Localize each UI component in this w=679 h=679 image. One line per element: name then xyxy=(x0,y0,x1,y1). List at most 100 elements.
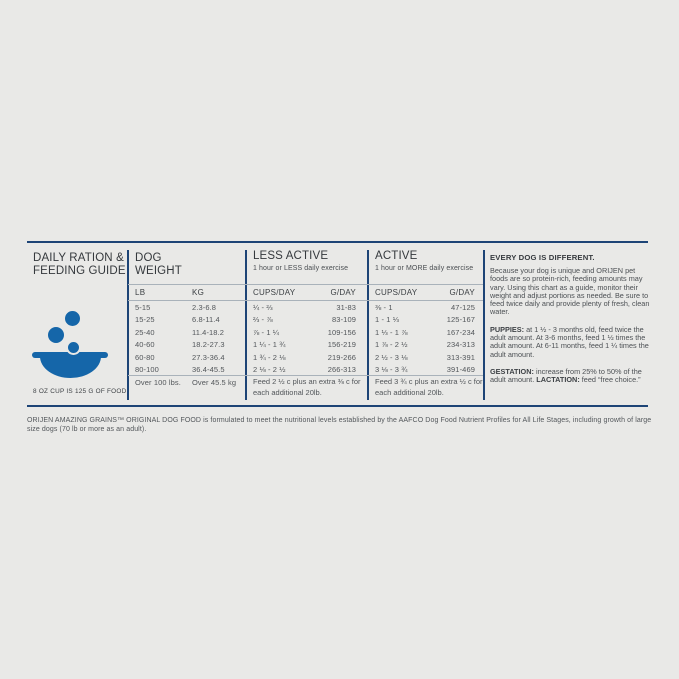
grams-value: 313-391 xyxy=(446,352,475,362)
less-active-header: LESS ACTIVE 1 hour or LESS daily exercis… xyxy=(253,250,348,272)
lb-value: 80-100 xyxy=(135,365,159,375)
bowl-rim xyxy=(32,352,108,358)
dog-weight-header-line2: WEIGHT xyxy=(135,265,182,277)
grams-value: 391-469 xyxy=(446,365,475,375)
table-rule-footer xyxy=(128,374,483,376)
puppies-paragraph: PUPPIES: at 1 ½ - 3 months old, feed twi… xyxy=(490,324,654,359)
less-active-column: LESS ACTIVE 1 hour or LESS daily exercis… xyxy=(245,0,367,679)
bottom-rule xyxy=(27,405,648,407)
grams-value: 109-156 xyxy=(327,327,356,337)
gestation-text: increase from 25% to 50% of the adult am… xyxy=(490,366,642,385)
cups-value: ⅔ - ⅞ xyxy=(253,315,273,325)
table-row: 1 - 1 ⅓ 125-167 xyxy=(367,314,483,326)
table-rule-subheaders xyxy=(128,299,483,301)
table-row: 80-100 36.4-45.5 xyxy=(127,364,245,376)
col-header-cups: CUPS/DAY xyxy=(253,288,296,297)
grams-value: 266-313 xyxy=(327,365,356,375)
guide-title-line2: FEEDING GUIDE xyxy=(33,265,126,277)
grams-value: 125-167 xyxy=(446,315,475,325)
lb-value: 60-80 xyxy=(135,352,155,362)
active-footer-note: Feed 3 ¾ c plus an extra ½ c for each ad… xyxy=(375,377,483,397)
dog-weight-rows: 5-15 2.3-6.8 15-25 6.8-11.4 25-40 11.4-18.2… xyxy=(127,302,245,376)
info-paragraph: Because your dog is unique and ORIJEN pe… xyxy=(490,266,650,317)
table-row: 25-40 11.4-18.2 xyxy=(127,327,245,339)
cups-value: ¼ - ⅔ xyxy=(253,303,273,312)
table-row: 1 ¼ - 1 ¾ 156-219 xyxy=(245,339,367,351)
active-column: ACTIVE 1 hour or MORE daily exercise CUP… xyxy=(367,0,483,679)
active-subtitle: 1 hour or MORE daily exercise xyxy=(375,264,474,272)
cups-value: 2 ½ - 3 ⅛ xyxy=(375,352,408,362)
lactation-label: LACTATION: xyxy=(536,375,580,385)
col-header-gday: G/DAY xyxy=(449,288,475,297)
gestation-paragraph: GESTATION: increase from 25% to 50% of t… xyxy=(490,366,654,385)
grams-value: 234-313 xyxy=(446,340,475,350)
info-column: EVERY DOG IS DIFFERENT. Because your dog… xyxy=(483,0,679,679)
cups-value: 1 - 1 ⅓ xyxy=(375,315,400,325)
puppies-text: at 1 ½ - 3 months old, feed twice the ad… xyxy=(490,324,649,359)
table-row: ⅞ - 1 ¼ 109-156 xyxy=(245,327,367,339)
divider-3 xyxy=(367,250,369,400)
info-text-block: EVERY DOG IS DIFFERENT. Because your dog… xyxy=(490,253,654,394)
grams-value: 219-266 xyxy=(327,352,356,362)
col-header-gday: G/DAY xyxy=(330,288,356,297)
grams-value: 167-234 xyxy=(446,327,475,337)
cups-value: 1 ¼ - 1 ¾ xyxy=(253,340,286,350)
cup-measure-note: 8 OZ CUP IS 125 G OF FOOD xyxy=(33,388,127,395)
table-row: 1 ⅞ - 2 ½ 234-313 xyxy=(367,339,483,351)
col-header-lb: LB xyxy=(135,288,146,297)
kibble-icon xyxy=(65,311,80,326)
less-active-subtitle: 1 hour or LESS daily exercise xyxy=(253,264,349,272)
kg-value: 11.4-18.2 xyxy=(192,327,225,337)
lb-value: 25-40 xyxy=(135,327,155,337)
aafco-disclaimer: ORIJEN AMAZING GRAINS™ ORIGINAL DOG FOOD… xyxy=(27,417,652,434)
divider-2 xyxy=(245,250,247,400)
table-row: 2 ⅛ - 2 ½ 266-313 xyxy=(245,364,367,376)
footer-over-kg: Over 45.5 kg xyxy=(192,378,237,387)
divider-1 xyxy=(127,250,129,400)
gestation-label: GESTATION: xyxy=(490,366,534,376)
table-row: 60-80 27.3-36.4 xyxy=(127,352,245,364)
grams-value: 83-109 xyxy=(332,315,356,325)
table-row: 1 ¾ - 2 ⅛ 219-266 xyxy=(245,352,367,364)
kg-value: 27.3-36.4 xyxy=(192,352,225,362)
top-rule xyxy=(27,241,648,243)
table-row: 40-60 18.2-27.3 xyxy=(127,339,245,351)
table-row: ⅜ - 1 47-125 xyxy=(367,302,483,314)
kibble-icon xyxy=(48,327,64,343)
cups-value: 1 ⅓ - 1 ⅞ xyxy=(375,327,408,337)
cups-value: ⅞ - 1 ¼ xyxy=(253,327,280,337)
less-active-rows: ¼ - ⅔ 31-83 ⅔ - ⅞ 83-109 ⅞ - 1 ¼ 109-156 1 … xyxy=(245,302,367,376)
bowl-body xyxy=(40,356,101,378)
footer-over-lb: Over 100 lbs. xyxy=(135,378,181,387)
guide-title-line1: DAILY RATION & xyxy=(33,252,124,264)
guide-title: DAILY RATION & FEEDING GUIDE xyxy=(33,252,126,278)
cups-value: 1 ⅞ - 2 ½ xyxy=(375,340,408,350)
col-header-kg: KG xyxy=(192,288,205,297)
active-rows: ⅜ - 1 47-125 1 - 1 ⅓ 125-167 1 ⅓ - 1 ⅞ 167-… xyxy=(367,302,483,376)
lb-value: 40-60 xyxy=(135,340,155,350)
grams-value: 156-219 xyxy=(327,340,356,350)
puppies-label: PUPPIES: xyxy=(490,324,525,334)
active-header: ACTIVE 1 hour or MORE daily exercise xyxy=(375,250,473,272)
divider-4 xyxy=(483,250,485,400)
info-heading: EVERY DOG IS DIFFERENT. xyxy=(490,253,595,262)
active-title: ACTIVE xyxy=(375,250,418,262)
table-row: 1 ⅓ - 1 ⅞ 167-234 xyxy=(367,327,483,339)
kibble-icon xyxy=(65,339,81,355)
grams-value: 47-125 xyxy=(451,303,475,312)
kg-value: 6.8-11.4 xyxy=(192,315,220,325)
lb-value: 15-25 xyxy=(135,315,155,325)
table-row: 15-25 6.8-11.4 xyxy=(127,314,245,326)
table-row: ⅔ - ⅞ 83-109 xyxy=(245,314,367,326)
cups-value: 2 ⅛ - 2 ½ xyxy=(253,365,286,375)
kg-value: 2.3-6.8 xyxy=(192,303,217,312)
dog-bowl-icon xyxy=(32,308,110,382)
lactation-text: feed “free choice.” xyxy=(579,375,641,385)
dog-weight-header: DOG WEIGHT xyxy=(135,252,182,278)
cups-value: 3 ⅛ - 3 ¾ xyxy=(375,365,408,375)
kg-value: 36.4-45.5 xyxy=(192,365,225,375)
dog-weight-column: DOG WEIGHT LB KG 5-15 2.3-6.8 15-25 6.8-11… xyxy=(127,0,245,679)
col-header-cups: CUPS/DAY xyxy=(375,288,418,297)
table-row: 2 ½ - 3 ⅛ 313-391 xyxy=(367,352,483,364)
